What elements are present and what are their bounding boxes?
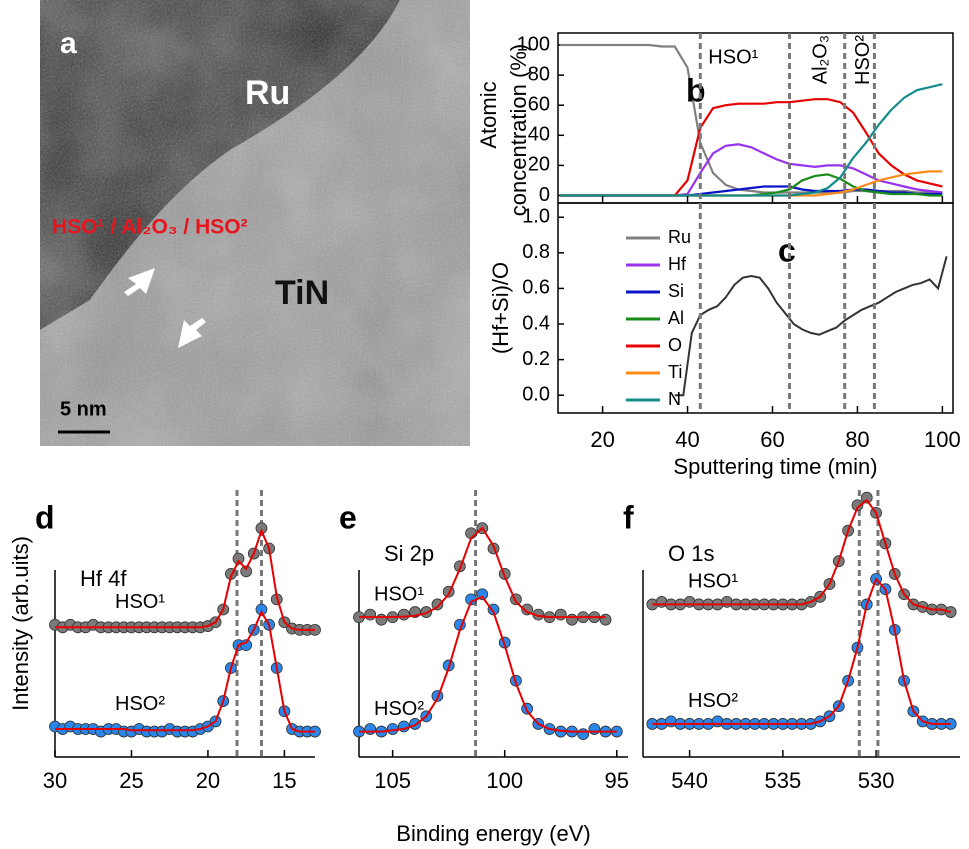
x-tick-label: 100 [486, 768, 523, 793]
series-label: HSO¹ [688, 571, 738, 593]
y-tick-label: 20 [528, 154, 550, 176]
panel-label: c [778, 232, 796, 268]
x-tick-label: 535 [764, 768, 801, 793]
panel-sublabel: O 1s [668, 541, 714, 566]
data-point [577, 728, 590, 741]
series-label: HSO² [374, 698, 424, 720]
fit-line [359, 595, 617, 733]
legend-label: N [668, 389, 681, 409]
fit-line [55, 609, 315, 733]
fit-line [55, 527, 315, 631]
legend-label: O [668, 335, 682, 355]
y-tick-label: 80 [528, 63, 550, 85]
y-tick-label: 0.6 [522, 277, 550, 299]
panel-label: b [686, 72, 706, 108]
panel-label: f [623, 499, 634, 535]
y-tick-label: 0 [539, 184, 550, 206]
y-tick-label: 40 [528, 124, 550, 146]
material-label: TiN [275, 274, 329, 312]
stack-label: HSO¹ / Al₂O₃ / HSO² [52, 216, 248, 239]
panel-label: e [339, 499, 357, 535]
legend-label: Al [668, 308, 684, 328]
y-axis-label: concentration (%) [506, 44, 531, 216]
x-tick-label: 530 [858, 768, 895, 793]
y-tick-label: 60 [528, 93, 550, 115]
series-label: HSO¹ [374, 583, 424, 605]
data-point [364, 723, 377, 735]
data-point [240, 565, 253, 578]
series-label: HSO² [115, 693, 165, 715]
fit-line [359, 526, 606, 619]
legend-label: Hf [668, 254, 687, 274]
data-point [554, 608, 567, 621]
data-point [255, 603, 268, 616]
x-tick-label: 25 [119, 768, 143, 793]
legend-label: Ru [668, 227, 691, 247]
x-tick-label: 80 [845, 427, 869, 452]
x-tick-label: 60 [760, 427, 784, 452]
x-tick-label: 100 [924, 427, 961, 452]
y-tick-label: 100 [517, 33, 550, 55]
data-point [851, 499, 864, 512]
data-point [588, 723, 601, 735]
region-label: Al₂O₃ [809, 35, 831, 84]
data-point [599, 613, 612, 626]
arrow [124, 268, 155, 296]
data-point [431, 598, 444, 611]
data-point [375, 613, 388, 626]
data-point [397, 608, 410, 621]
x-tick-label: 540 [671, 768, 708, 793]
y-axis-label: (Hf+Si)/O [488, 262, 513, 354]
y-axis-label: Atomic [476, 81, 501, 148]
x-tick-label: 20 [196, 768, 220, 793]
y-tick-label: 1.0 [522, 206, 550, 228]
y-tick-label: 0.8 [522, 241, 550, 263]
x-tick-label: 40 [675, 427, 699, 452]
tem-image [40, 0, 470, 446]
data-point [566, 613, 578, 626]
x-tick-label: 20 [590, 427, 614, 452]
series-line [674, 256, 948, 397]
legend-label: Si [668, 281, 684, 301]
fit-line [652, 498, 951, 614]
material-label: Ru [245, 74, 290, 112]
panel-sublabel: Hf 4f [80, 566, 127, 591]
scale-label: 5 nm [60, 398, 107, 420]
y-tick-label: 0.0 [522, 383, 550, 405]
data-point [364, 608, 377, 621]
series-line [560, 83, 943, 197]
data-point [860, 491, 873, 504]
region-label: HSO¹ [708, 46, 758, 68]
plot-frame [557, 202, 954, 414]
y-axis-label: Intensity (arb.uits) [8, 536, 33, 711]
x-tick-label: 105 [374, 768, 411, 793]
y-tick-label: 0.4 [522, 312, 550, 334]
x-axis-label: Sputtering time (min) [673, 454, 877, 479]
y-tick-label: 0.2 [522, 348, 550, 370]
panel-label: a [60, 27, 77, 60]
x-axis-label: Binding energy (eV) [396, 821, 590, 846]
x-tick-label: 15 [272, 768, 296, 793]
x-tick-label: 95 [605, 768, 629, 793]
series-line [560, 173, 943, 197]
data-point [232, 552, 245, 565]
series-label: HSO² [688, 690, 738, 712]
fit-line [652, 577, 951, 725]
panel-label: d [35, 499, 55, 535]
panel-sublabel: Si 2p [384, 541, 434, 566]
arrow [178, 318, 206, 348]
legend-label: Ti [668, 362, 682, 382]
series-label: HSO¹ [115, 591, 165, 613]
region-label: HSO² [852, 35, 874, 85]
x-tick-label: 30 [43, 768, 67, 793]
